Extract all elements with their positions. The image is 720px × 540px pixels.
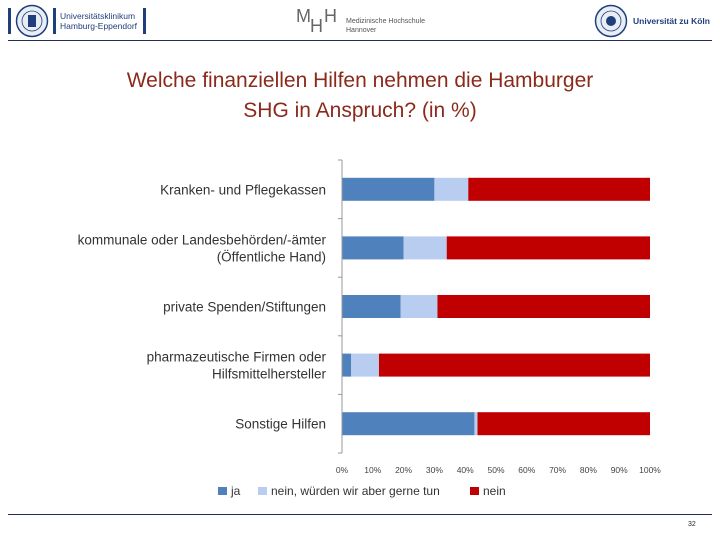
bar-nein-2	[446, 236, 650, 260]
bar-nein-4	[378, 353, 650, 377]
svg-text:H: H	[310, 16, 323, 34]
bar-ja-2	[342, 236, 404, 260]
bar-nein-gerne-3	[400, 295, 438, 318]
footer-divider	[8, 514, 712, 515]
stacked-bar-chart: Kranken- und Pflegekassen kommunale oder …	[78, 159, 661, 498]
mhh-mark-icon: M H H	[296, 6, 337, 34]
legend-swatch-1	[218, 487, 227, 495]
legend-label-2: nein, würden wir aber gerne tun	[271, 484, 440, 498]
x-tick-label-60: 60%	[518, 465, 535, 475]
legend-swatch-3	[470, 487, 479, 495]
uke-logo-text: Universitätsklinikum Hamburg-Eppendorf	[60, 11, 138, 31]
header-divider	[8, 40, 712, 41]
category-label-3-line-1: private Spenden/Stiftungen	[163, 300, 326, 315]
uke-seal-icon	[15, 4, 49, 38]
x-tick-label-70: 70%	[549, 465, 566, 475]
category-label-4-line-1: pharmazeutische Firmen oder	[147, 350, 327, 365]
mhh-logo-text: Medizinische Hochschule Hannover	[346, 18, 425, 34]
bar-nein-1	[468, 177, 650, 201]
bar-nein-gerne-5	[474, 412, 478, 436]
x-tick-label-10: 10%	[364, 465, 381, 475]
svg-text:H: H	[324, 6, 337, 26]
bar-ja-1	[342, 177, 435, 201]
bar-ja-3	[342, 295, 401, 318]
x-tick-label-80: 80%	[580, 465, 597, 475]
legend-label-1: ja	[230, 484, 241, 498]
slide-header: Universitätsklinikum Hamburg-Eppendorf M…	[0, 0, 720, 44]
bar-nein-gerne-4	[351, 353, 379, 377]
category-label-4-line-2: Hilfsmittelhersteller	[212, 367, 327, 382]
bar-nein-3	[437, 295, 650, 318]
title-line-1: Welche finanziellen Hilfen nehmen die Ha…	[126, 69, 594, 92]
uni-koeln-seal-icon	[594, 4, 628, 38]
x-tick-label-40: 40%	[457, 465, 474, 475]
slide-title: Welche finanziellen Hilfen nehmen die Ha…	[0, 66, 720, 126]
svg-text:M: M	[296, 6, 311, 26]
uni-koeln-logo: Universität zu Köln	[594, 4, 710, 38]
bar-nein-5	[477, 412, 650, 436]
uke-logo: Universitätsklinikum Hamburg-Eppendorf	[8, 4, 147, 38]
x-tick-label-50: 50%	[487, 465, 504, 475]
logo-bar	[8, 8, 11, 34]
logo-bar	[53, 8, 56, 34]
title-line-2: SHG in Anspruch? (in %)	[243, 99, 477, 122]
x-tick-label-100: 100%	[639, 465, 661, 475]
x-tick-label-90: 90%	[611, 465, 628, 475]
bar-ja-5	[342, 412, 475, 436]
category-label-2-line-1: kommunale oder Landesbehörden/-ämter	[78, 232, 327, 247]
x-tick-label-0: 0%	[336, 465, 349, 475]
legend-label-3: nein	[483, 484, 506, 498]
bar-ja-4	[342, 353, 352, 377]
category-label-2-line-2: (Öffentliche Hand)	[217, 249, 326, 264]
x-tick-label-20: 20%	[395, 465, 412, 475]
logo-bar	[143, 8, 147, 34]
x-tick-label-30: 30%	[426, 465, 443, 475]
bar-nein-gerne-2	[403, 236, 447, 260]
category-label-5-line-1: Sonstige Hilfen	[235, 417, 326, 432]
mhh-logo: M H H Medizinische Hochschule Hannover	[296, 4, 425, 35]
legend-swatch-2	[258, 487, 267, 495]
uni-koeln-logo-text: Universität zu Köln	[633, 16, 710, 26]
category-label-1-line-1: Kranken- und Pflegekassen	[160, 182, 326, 197]
page-number: 32	[688, 521, 696, 528]
bar-nein-gerne-1	[434, 177, 469, 201]
